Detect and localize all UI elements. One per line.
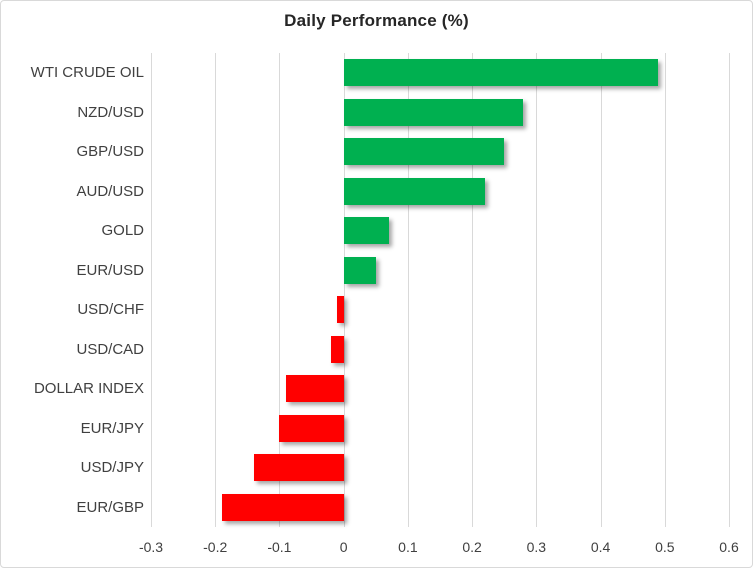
bar [343,217,389,245]
bar [253,454,344,482]
bar [343,59,659,87]
bar [330,335,344,363]
category-label: USD/CHF [77,301,144,318]
category-label: AUD/USD [76,182,144,200]
x-tick-label: 0.5 [655,539,675,555]
bar [343,256,376,284]
category-label: USD/JPY [80,459,144,476]
gridline [279,53,280,527]
gridline [472,53,473,527]
bar [279,414,344,442]
bar [343,98,524,126]
bar [285,375,344,403]
x-tick-label: 0.6 [719,539,739,555]
category-label: EUR/USD [76,261,144,279]
gridline [601,53,602,527]
x-tick-label: -0.3 [138,539,164,555]
gridline [215,53,216,527]
value-axis: -0.3 -0.2 -0.1 0 0.1 0.2 0.3 0.4 0.5 0.6 [1,539,752,559]
x-tick-label: 0.3 [526,539,547,555]
x-tick-label: 0.2 [462,539,482,555]
gridline [536,53,537,527]
gridline [151,53,152,527]
category-label: NZD/USD [77,103,144,121]
category-label: GOLD [101,222,144,239]
bar [221,493,344,521]
x-tick-label: -0.2 [203,539,228,555]
bar [343,138,505,166]
category-label: WTI CRUDE OIL [30,64,144,81]
category-label: EUR/JPY [80,419,144,437]
x-tick-label: -0.1 [267,539,292,555]
category-label: DOLLAR INDEX [33,380,144,397]
category-label: USD/CAD [76,340,144,358]
gridline [729,53,730,527]
x-tick-label: 0 [339,539,348,555]
plot-area [151,53,730,527]
category-axis: WTI CRUDE OIL NZD/USD GBP/USD AUD/USD GOLD EU… [1,53,144,527]
category-label: EUR/GBP [76,498,144,516]
bar [337,296,344,324]
bar [343,177,485,205]
x-tick-label: 0.1 [398,539,418,555]
gridline [344,53,345,527]
x-tick-label: 0.4 [590,539,611,555]
gridline [665,53,666,527]
gridline [408,53,409,527]
category-label: GBP/USD [76,143,144,160]
chart-title: Daily Performance (%) [284,11,469,30]
